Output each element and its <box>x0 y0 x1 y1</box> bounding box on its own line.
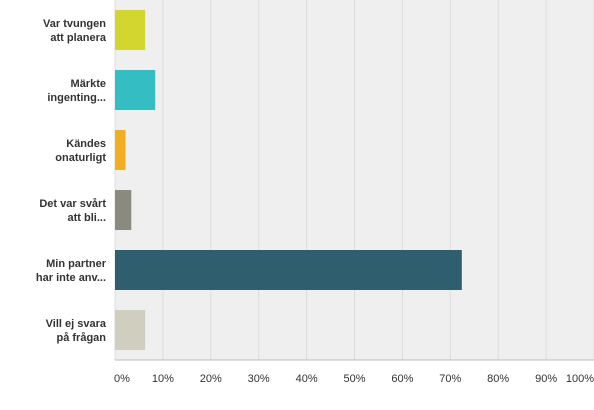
x-tick-label: 70% <box>439 373 461 385</box>
category-label: Min partner har inte anv... <box>36 258 107 284</box>
x-tick-label: 100% <box>566 373 594 385</box>
category-label: Vill ej svara på frågan <box>46 318 107 344</box>
bar <box>115 70 156 110</box>
x-tick-label: 40% <box>296 373 318 385</box>
x-tick-label: 30% <box>248 373 270 385</box>
x-tick-label: 90% <box>535 373 557 385</box>
x-tick-label: 10% <box>152 373 174 385</box>
x-tick-label: 20% <box>200 373 222 385</box>
category-label: Det var svårt att bli... <box>39 198 106 224</box>
bar <box>115 10 146 50</box>
x-tick-labels: 0% 10% 20% 30% 40% 50% 60% 70% 80% 90% 100% <box>114 373 594 385</box>
category-label: Var tvungen att planera <box>43 18 107 44</box>
bar <box>115 310 146 350</box>
category-labels: Var tvungen att planera Märkte ingenting...… <box>36 18 107 344</box>
category-label: Kändes onaturligt <box>55 138 106 164</box>
bar <box>115 250 462 290</box>
category-label: Märkte ingenting... <box>47 78 106 104</box>
x-tick-label: 80% <box>487 373 509 385</box>
gridlines <box>114 0 594 360</box>
x-tick-label: 60% <box>391 373 413 385</box>
x-tick-label: 50% <box>343 373 365 385</box>
bars <box>115 10 462 350</box>
bar <box>115 190 132 230</box>
bar <box>115 130 126 170</box>
x-tick-label: 0% <box>114 373 130 385</box>
